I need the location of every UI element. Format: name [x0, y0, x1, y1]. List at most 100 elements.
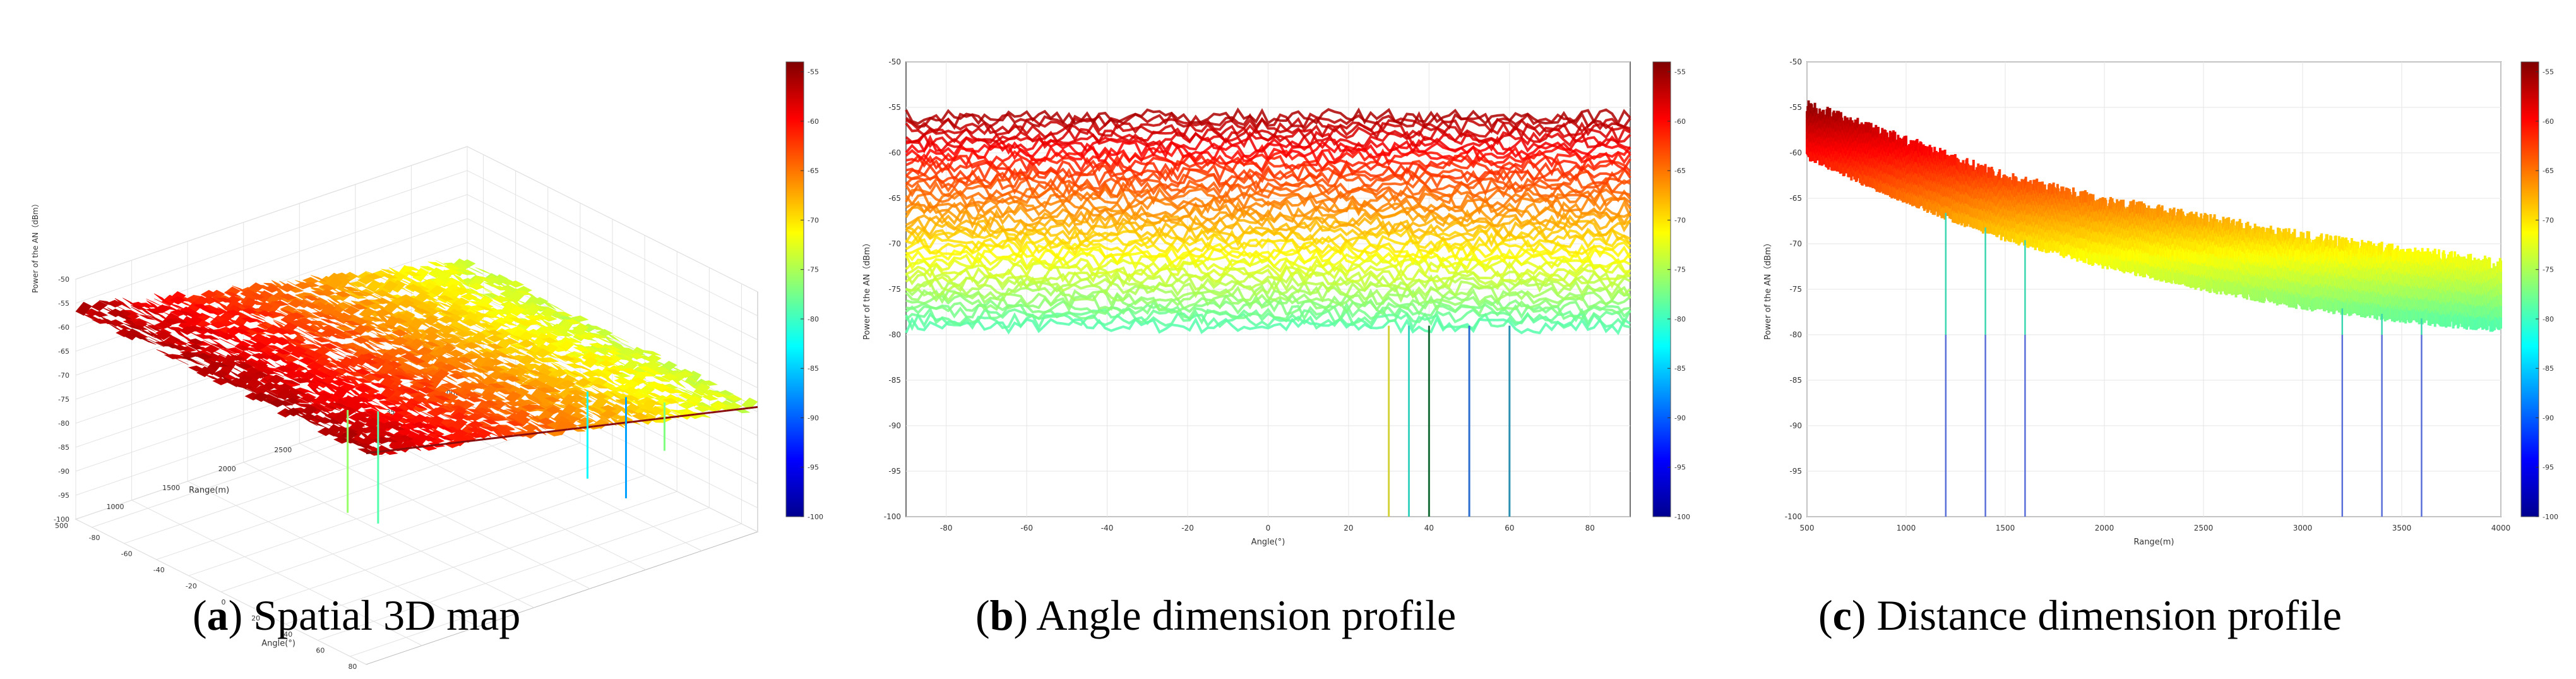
- plot-a-surface-patch: [249, 314, 266, 321]
- plot-a-surface-patch: [202, 320, 218, 329]
- plot-a-surface-patch: [138, 306, 155, 318]
- plot-a-surface-patch: [508, 305, 525, 316]
- plot-a-surface-patch: [538, 424, 554, 430]
- plot-a-surface-patch: [263, 284, 280, 293]
- plot-a-surface-patch: [497, 393, 514, 402]
- plot-a-surface-patch: [307, 382, 324, 392]
- plot-a-surface-patch: [525, 319, 542, 325]
- plot-a-surface-patch: [219, 346, 236, 354]
- plot-a-surface-patch: [575, 364, 591, 371]
- plot-a-surface-patch: [218, 332, 236, 340]
- plot-a-surface-patch: [290, 339, 306, 344]
- plot-a-surface-patch: [131, 306, 147, 316]
- plot-a-surface-patch: [604, 337, 621, 349]
- plot-a-xtick-label: -60: [121, 550, 133, 558]
- plot-a-surface-patch: [75, 301, 92, 316]
- plot-a-surface-edge: [420, 445, 429, 448]
- plot-a-surface-patch: [236, 363, 253, 370]
- plot-a-surface-patch: [470, 323, 487, 332]
- plot-a-surface-patch: [99, 300, 116, 306]
- plot-a-surface-patch: [640, 408, 656, 414]
- plot-a-surface-patch: [662, 388, 679, 394]
- plot-a-surface-edge: [742, 407, 750, 410]
- plot-a-surface-edge: [381, 449, 390, 453]
- plot-a-surface-patch: [253, 392, 270, 402]
- plot-a-surface-patch: [419, 411, 436, 419]
- plot-c-ytick-label: -70: [1789, 239, 1802, 248]
- plot-a-surface-patch: [463, 342, 480, 349]
- plot-a-surface-patch: [404, 271, 422, 277]
- plot-b-colorbar-label: -75: [1674, 266, 1686, 274]
- plot-b-ytick-label: -65: [888, 194, 901, 203]
- plot-a-surface-patch: [475, 275, 492, 282]
- plot-a-surface-patch: [362, 364, 378, 374]
- plot-a-surface-patch: [330, 358, 347, 371]
- plot-a-surface-edge: [600, 423, 609, 427]
- plot-b-band-line: [905, 172, 1631, 192]
- plot-a-surface-patch: [556, 311, 573, 316]
- plot-a-surface-patch: [436, 295, 455, 301]
- plot-a-surface-patch: [597, 349, 614, 357]
- plot-a-xtick-label: -40: [153, 566, 165, 574]
- plot-a-ytick-label: 500: [55, 522, 68, 530]
- plot-b-ytick-label: -75: [888, 285, 901, 294]
- plot-b-ytick-label: -90: [888, 421, 901, 430]
- plot-a-surface-patch: [575, 378, 592, 387]
- plot-b-ytick-label: -80: [888, 330, 901, 339]
- plot-a-surface-patch: [321, 343, 338, 349]
- plot-a-surface-patch: [486, 343, 504, 349]
- plot-a-surface-patch: [433, 375, 450, 383]
- plot-a-surface-patch: [256, 310, 274, 317]
- plot-a-surface-patch: [502, 346, 520, 354]
- plot-a-ztick-label: -75: [58, 395, 69, 404]
- plot-a-ztick-label: -55: [58, 299, 69, 308]
- plot-a-surface-patch: [357, 275, 374, 285]
- plot-a-surface-patch: [332, 402, 349, 408]
- plot-a-surface-patch: [357, 430, 374, 442]
- plot-a-surface-patch: [172, 356, 189, 365]
- plot-a-ztick-label: -80: [58, 419, 69, 428]
- plot-a-surface-patch: [429, 298, 446, 309]
- plot-b-ytick-label: -95: [888, 467, 901, 476]
- plot-a-surface-patch: [521, 404, 539, 411]
- plot-b-band-line: [905, 237, 1631, 256]
- plot-a-surface-patch: [495, 352, 512, 358]
- plot-a-surface-patch: [325, 419, 342, 424]
- plot-a-surface-patch: [397, 285, 414, 294]
- plot-a-surface-patch: [484, 289, 501, 297]
- plot-c-ytick-label: -60: [1789, 148, 1802, 157]
- plot-a-surface-patch: [260, 388, 277, 396]
- plot-a-surface-patch: [301, 416, 318, 426]
- plot-a-surface-patch: [338, 362, 355, 373]
- plot-b-xtick-label: 0: [1266, 524, 1271, 532]
- plot-a-surface-patch: [335, 325, 353, 332]
- plot-a-surface-patch: [251, 347, 268, 354]
- plot-a-surface-patch: [237, 384, 253, 393]
- plot-a-surface-patch: [202, 313, 218, 321]
- plot-a-surface-patch: [509, 317, 526, 322]
- plot-a-surface-patch: [234, 329, 251, 334]
- plot-a-surface-patch: [139, 322, 156, 332]
- plot-c-ytick-label: -75: [1789, 285, 1802, 294]
- plot-a-surface-patch: [342, 286, 359, 292]
- plot-a-surface-patch: [387, 402, 404, 410]
- plot-a-surface-patch: [241, 316, 259, 323]
- plot-a-surface-patch: [147, 330, 164, 342]
- plot-a-surface-patch: [363, 400, 380, 412]
- plot-a-surface-patch: [438, 332, 456, 339]
- plot-b-band-line: [905, 107, 1631, 126]
- plot-a-surface-patch: [334, 291, 352, 297]
- plot-a-surface-patch: [298, 357, 316, 365]
- plot-a-surface-patch: [320, 315, 337, 320]
- plot-a-surface-patch: [571, 315, 589, 322]
- plot-a-surface-patch: [294, 282, 312, 289]
- plot-a-surface-patch: [273, 328, 290, 335]
- plot-a-surface-patch: [511, 349, 527, 356]
- plot-a-surface-patch: [621, 368, 639, 374]
- plot-a-surface-patch: [115, 314, 132, 320]
- plot-a-surface-patch: [193, 304, 211, 309]
- plot-a-surface-patch: [290, 346, 307, 358]
- plot-a-surface-patch: [211, 332, 227, 339]
- plot-a-surface-patch: [271, 300, 289, 306]
- plot-a-surface-patch: [677, 387, 695, 395]
